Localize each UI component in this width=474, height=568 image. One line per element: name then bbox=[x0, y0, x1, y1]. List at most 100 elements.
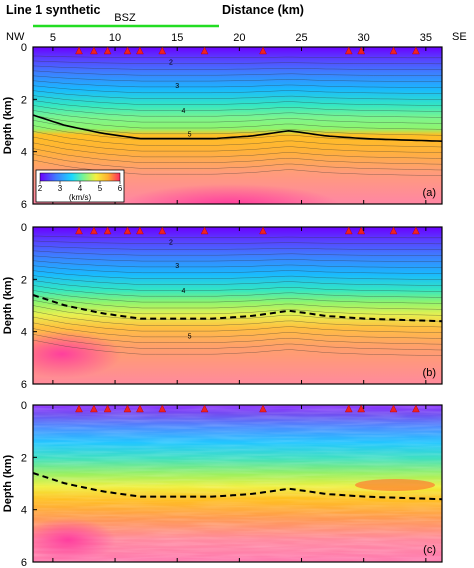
contour-line bbox=[33, 125, 442, 142]
y-tick-label: 6 bbox=[21, 199, 27, 211]
contour-line bbox=[33, 80, 442, 88]
y-tick-label: 2 bbox=[21, 452, 27, 464]
contour-line bbox=[33, 136, 442, 153]
receiver-marker bbox=[103, 404, 112, 413]
y-tick-label: 0 bbox=[21, 222, 27, 234]
receiver-marker bbox=[123, 226, 132, 235]
contour-line bbox=[33, 115, 442, 130]
receiver-marker bbox=[90, 404, 98, 413]
receiver-marker bbox=[158, 226, 167, 235]
contour-line bbox=[33, 55, 442, 59]
contour-line bbox=[33, 75, 442, 82]
contour-line bbox=[33, 85, 442, 94]
panel-b: 2 3 4 5 0 2 4 6 Depth (km) (b) bbox=[2, 222, 443, 391]
panel-b-frame bbox=[32, 226, 443, 385]
contour-line bbox=[33, 300, 442, 316]
contour-label: 4 bbox=[181, 288, 185, 295]
panel-c-x-ticks bbox=[52, 405, 427, 562]
contour-line bbox=[33, 250, 442, 256]
contour-line bbox=[33, 142, 442, 159]
panel-b-y-axis: 0 2 4 6 Depth (km) bbox=[2, 222, 37, 391]
contour-line bbox=[33, 255, 442, 262]
boundary-line bbox=[32, 472, 443, 501]
receiver-marker bbox=[90, 226, 98, 235]
contour-line bbox=[33, 290, 442, 304]
panel-b-contour-labels: 2 3 4 5 bbox=[169, 239, 192, 340]
colorbar-tick-label: 2 bbox=[38, 184, 43, 193]
contour-line bbox=[33, 110, 442, 124]
contour-line bbox=[33, 100, 442, 112]
receiver-marker bbox=[259, 404, 267, 413]
y-axis-title: Depth (km) bbox=[2, 276, 14, 334]
panel-b-boundary-dashed bbox=[32, 294, 443, 323]
x-tick-label: 25 bbox=[295, 32, 307, 44]
x-tick-label: 30 bbox=[358, 32, 370, 44]
panel-a: 2 3 4 5 0 2 4 6 Depth (km) (a) 2 3 4 5 6 (km/s) bbox=[2, 42, 443, 211]
contour-line bbox=[33, 322, 442, 339]
panel-b-x-ticks bbox=[52, 227, 427, 384]
receiver-marker bbox=[75, 226, 83, 235]
x-tick-label: 5 bbox=[50, 32, 56, 44]
nw-label: NW bbox=[6, 31, 25, 43]
receiver-marker bbox=[259, 46, 267, 55]
colorbar-tick-label: 5 bbox=[98, 184, 103, 193]
panel-c-high-velocity-zone bbox=[33, 518, 116, 562]
panel-a-frame bbox=[32, 46, 443, 205]
x-tick-label: 15 bbox=[171, 32, 183, 44]
y-tick-label: 6 bbox=[21, 379, 27, 391]
contour-line bbox=[33, 60, 442, 65]
panel-c-y-axis: 0 2 4 6 Depth (km) bbox=[2, 400, 37, 568]
receiver-marker bbox=[389, 226, 398, 235]
y-tick-label: 4 bbox=[21, 505, 27, 517]
panel-b-label: (b) bbox=[423, 367, 436, 379]
bsz-label: BSZ bbox=[114, 12, 136, 24]
contour-line bbox=[33, 260, 442, 268]
receiver-marker bbox=[389, 46, 398, 55]
panel-a-bold-contour bbox=[33, 114, 442, 142]
panel-a-contour-labels: 2 3 4 5 bbox=[169, 59, 192, 138]
contour-line bbox=[33, 311, 442, 328]
contour-line bbox=[33, 154, 442, 171]
receiver-marker bbox=[357, 404, 366, 413]
y-axis-title: Depth (km) bbox=[2, 96, 14, 154]
receiver-marker bbox=[136, 226, 144, 235]
receiver-marker bbox=[103, 46, 112, 55]
colorbar-title: (km/s) bbox=[69, 193, 92, 202]
contour-line bbox=[33, 131, 442, 148]
x-tick-label: 10 bbox=[109, 32, 121, 44]
contour-line bbox=[33, 295, 442, 310]
panel-c-receivers bbox=[75, 404, 420, 413]
contour-line bbox=[33, 334, 442, 351]
contour-line bbox=[33, 275, 442, 286]
receiver-marker bbox=[200, 226, 209, 235]
panel-c-frame bbox=[32, 404, 443, 563]
panel-a-y-axis: 0 2 4 6 Depth (km) bbox=[2, 42, 37, 211]
panel-c-reflector bbox=[355, 479, 435, 491]
x-tick-label: 20 bbox=[233, 32, 245, 44]
panel-a-label: (a) bbox=[423, 187, 436, 199]
contour-line bbox=[33, 105, 442, 118]
colorbar-tick-label: 3 bbox=[58, 184, 63, 193]
y-tick-label: 2 bbox=[21, 274, 27, 286]
contour-line bbox=[33, 285, 442, 298]
contour-line bbox=[33, 339, 442, 356]
x-axis-title: Distance (km) bbox=[222, 3, 304, 17]
receiver-marker bbox=[136, 404, 144, 413]
panel-a-high-velocity-zone bbox=[120, 184, 340, 204]
contour-line bbox=[33, 65, 442, 71]
contour-line bbox=[33, 328, 442, 345]
panel-c-boundary-dashed bbox=[32, 472, 443, 501]
receiver-marker bbox=[136, 46, 144, 55]
receiver-marker bbox=[344, 46, 353, 55]
contour-label: 2 bbox=[169, 59, 173, 66]
contour-line bbox=[33, 280, 442, 292]
receiver-marker bbox=[75, 46, 83, 55]
receiver-marker bbox=[412, 404, 420, 413]
receiver-marker bbox=[344, 404, 353, 413]
contour-line bbox=[33, 70, 442, 76]
contour-line bbox=[33, 240, 442, 245]
contour-line bbox=[33, 120, 442, 136]
y-tick-label: 0 bbox=[21, 42, 27, 54]
receiver-marker bbox=[123, 404, 132, 413]
colorbar: 2 3 4 5 6 (km/s) bbox=[35, 169, 125, 203]
